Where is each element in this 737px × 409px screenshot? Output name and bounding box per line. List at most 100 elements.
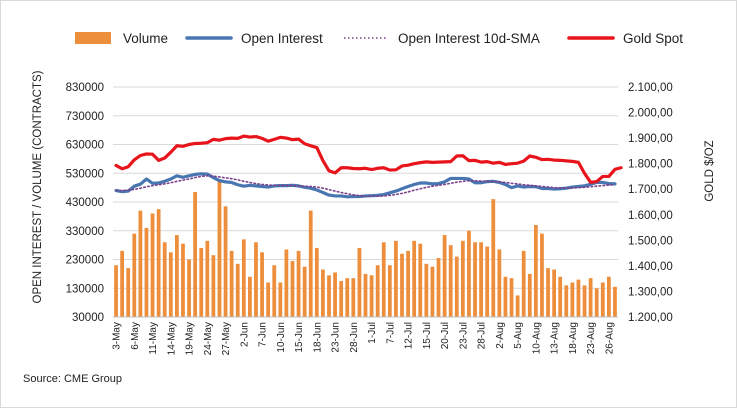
x-tick-label: 24-May xyxy=(203,322,214,355)
x-tick-label: 7-Jul xyxy=(385,322,396,344)
x-tick-label: 13-Aug xyxy=(550,322,561,354)
volume-bar xyxy=(187,259,191,317)
y-right-tick-label: 2.100,00 xyxy=(628,82,673,94)
y-left-tick-label: 830000 xyxy=(66,82,104,94)
volume-bar xyxy=(570,282,575,317)
open-interest-line xyxy=(114,172,617,199)
x-tick-label: 6-May xyxy=(130,322,141,350)
volume-bar xyxy=(582,285,587,317)
x-tick-label: 3-May xyxy=(112,322,123,350)
y-left-tick-label: 430000 xyxy=(66,197,104,209)
legend-swatch-volume xyxy=(75,32,111,44)
volume-bar xyxy=(454,256,459,317)
x-tick-label: 10-Aug xyxy=(531,322,542,354)
volume-bar xyxy=(448,245,453,317)
x-tick-label: 5-Aug xyxy=(513,322,524,349)
y-axis-right-label: GOLD $/OZ xyxy=(704,140,716,201)
volume-bar xyxy=(126,268,131,317)
y-left-tick-label: 130000 xyxy=(66,283,104,295)
y-left-tick-label: 630000 xyxy=(66,140,104,152)
x-tick-label: 14-May xyxy=(166,322,177,355)
volume-bar xyxy=(339,281,344,317)
legend-label: Open Interest 10d-SMA xyxy=(398,31,540,46)
volume-bar xyxy=(430,266,435,317)
volume-bar xyxy=(229,250,234,317)
x-tick-label: 23-Jun xyxy=(331,322,342,353)
x-tick-label: 1-Jul xyxy=(367,322,378,344)
volume-bar xyxy=(290,260,295,317)
volume-bar xyxy=(491,199,496,317)
volume-bar xyxy=(540,233,544,317)
axes: 830000 730000 630000 530000 430000 330000 2300… xyxy=(66,82,673,355)
volume-bar xyxy=(375,265,380,317)
volume-bars xyxy=(114,179,617,317)
volume-bar xyxy=(193,191,198,317)
series-lines xyxy=(114,134,623,199)
volume-bar xyxy=(217,179,222,317)
volume-bar xyxy=(400,253,404,317)
volume-bar xyxy=(576,279,581,317)
x-tick-label: 2-Jun xyxy=(239,322,250,347)
y-right-tick-label: 1.600,00 xyxy=(628,210,673,222)
volume-bar xyxy=(467,230,471,317)
volume-bar xyxy=(199,248,204,317)
volume-bar xyxy=(174,235,179,317)
x-tick-label: 11-May xyxy=(148,322,159,355)
volume-bar xyxy=(436,258,441,317)
legend-label: Open Interest xyxy=(241,31,323,46)
volume-bar xyxy=(162,242,167,317)
x-tick-label: 15-Jul xyxy=(422,322,433,349)
volume-bar xyxy=(521,250,526,317)
volume-bar xyxy=(424,263,429,317)
x-tick-label: 15-Jun xyxy=(294,322,305,353)
volume-bar xyxy=(138,210,143,317)
y-right-tick-label: 2.000,00 xyxy=(628,108,673,120)
volume-bar xyxy=(503,276,508,317)
volume-bar xyxy=(564,285,569,317)
volume-bar xyxy=(479,242,483,317)
volume-bar xyxy=(485,246,490,317)
x-tick-label: 28-Jul xyxy=(477,322,488,349)
volume-bar xyxy=(600,282,605,317)
volume-bar xyxy=(266,282,271,317)
volume-bar xyxy=(144,227,149,317)
volume-bar xyxy=(272,265,277,317)
x-tick-label: 20-Jul xyxy=(440,322,451,349)
volume-bar xyxy=(296,250,301,317)
legend-label: Volume xyxy=(123,31,168,46)
gold-spot-line xyxy=(114,134,623,184)
volume-bar xyxy=(308,210,313,317)
volume-bar xyxy=(515,295,520,317)
x-tick-label: 10-Jun xyxy=(276,322,287,353)
volume-bar xyxy=(594,288,599,317)
volume-bar xyxy=(260,252,264,317)
x-tick-label: 7-Jun xyxy=(258,322,269,347)
y-right-tick-label: 1.200,00 xyxy=(628,312,673,324)
volume-bar xyxy=(120,250,125,317)
x-tick-label: 23-Aug xyxy=(586,322,597,354)
volume-bar xyxy=(381,242,386,317)
volume-bar xyxy=(241,239,246,317)
volume-bar xyxy=(333,272,337,317)
x-tick-label: 12-Jul xyxy=(404,322,415,349)
volume-bar xyxy=(351,278,356,317)
volume-bar xyxy=(558,276,563,317)
y-left-tick-label: 330000 xyxy=(66,226,104,238)
y-right-tick-label: 1.900,00 xyxy=(628,133,673,145)
volume-bar xyxy=(314,248,319,317)
y-right-tick-label: 1.500,00 xyxy=(628,235,673,247)
volume-bar xyxy=(546,268,550,317)
volume-bar xyxy=(442,235,447,317)
volume-bar xyxy=(205,240,210,317)
volume-bar xyxy=(406,250,410,317)
volume-bar xyxy=(211,255,216,317)
legend-label: Gold Spot xyxy=(623,31,683,46)
y-right-tick-label: 1.700,00 xyxy=(628,184,673,196)
volume-bar xyxy=(327,275,331,317)
y-axis-left-label: OPEN INTEREST / VOLUME (CONTRACTS) xyxy=(32,70,44,303)
volume-bar xyxy=(284,249,289,317)
volume-bar xyxy=(235,263,240,317)
volume-bar xyxy=(613,286,617,317)
volume-bar xyxy=(223,206,228,317)
y-left-tick-label: 230000 xyxy=(66,255,104,267)
